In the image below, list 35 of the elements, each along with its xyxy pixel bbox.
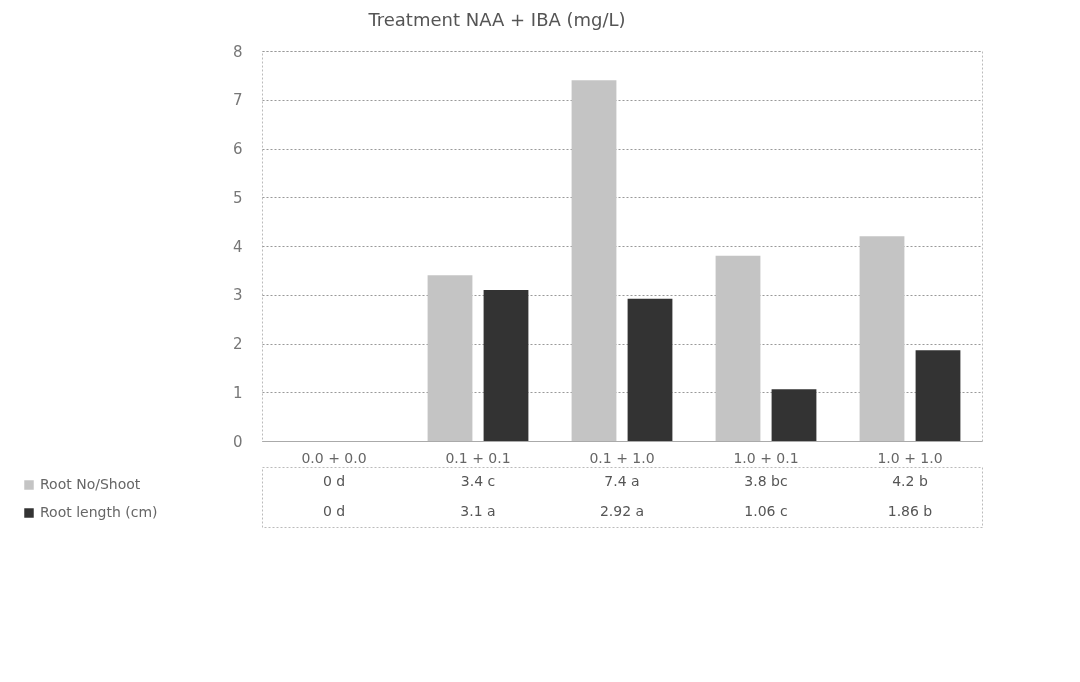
x-tick-label: 1.0 + 1.0 [877, 449, 943, 466]
data-label: 3.1 a [460, 503, 496, 519]
x-tick-label: 1.0 + 0.1 [733, 449, 799, 466]
data-label: 0 d [322, 503, 346, 519]
data-label: 1.86 b [887, 503, 933, 519]
x-tick-label: 0.1 + 1.0 [589, 449, 655, 466]
legend-label: Root length (cm) [40, 504, 158, 520]
bar [483, 289, 529, 441]
y-tick-label: 7 [232, 91, 243, 110]
x-tick-label: 0.0 + 0.0 [301, 449, 367, 466]
bar [859, 236, 905, 441]
bar [771, 389, 817, 441]
bar [427, 275, 473, 441]
y-tick-label: 0 [232, 432, 243, 451]
data-label: 2.92 a [599, 503, 645, 519]
bar [627, 298, 673, 441]
y-tick-label: 5 [232, 188, 243, 207]
data-label: 3.8 bc [744, 473, 788, 489]
bar [715, 255, 761, 441]
x-tick-label: 0.1 + 0.1 [445, 449, 511, 466]
data-label: 1.06 c [744, 503, 788, 519]
y-tick-label: 3 [232, 286, 243, 305]
bar [571, 80, 617, 441]
data-label: 4.2 b [892, 473, 928, 489]
bar [915, 350, 961, 441]
y-tick-label: 4 [232, 237, 243, 256]
y-tick-label: 1 [232, 383, 243, 402]
legend-label: Root No/Shoot [40, 476, 141, 492]
data-label: 7.4 a [604, 473, 640, 489]
y-tick-label: 6 [232, 140, 243, 158]
y-tick-label: 8 [232, 42, 243, 61]
data-label: 0 d [322, 473, 346, 489]
chart-title: Treatment NAA + IBA (mg/L) [367, 8, 626, 30]
data-label: 3.4 c [460, 473, 496, 489]
y-tick-label: 2 [232, 335, 243, 353]
